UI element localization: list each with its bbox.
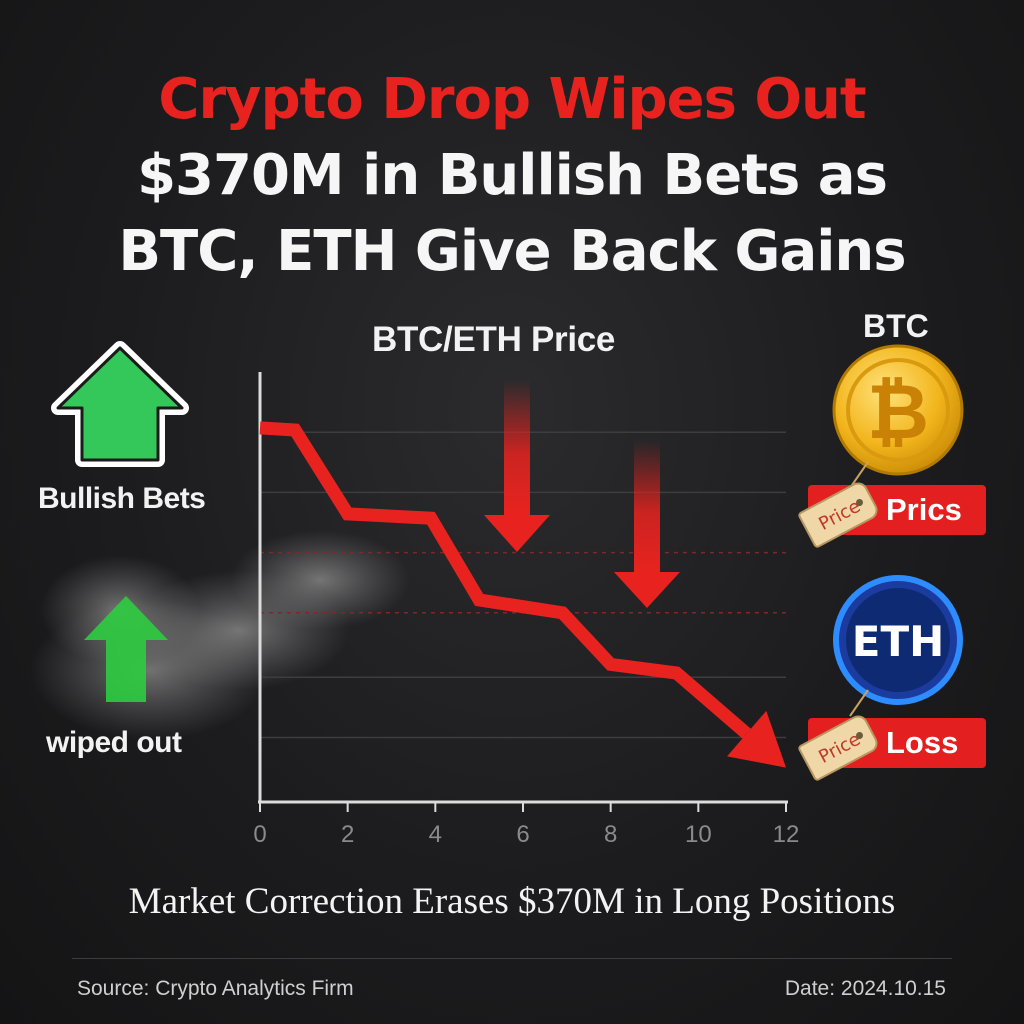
ethereum-symbol: ETH (852, 617, 945, 666)
wiped-out-up-arrow-icon (84, 596, 168, 702)
headline-line-2: $370M in Bullish Bets as (137, 143, 888, 208)
x-tick-label: 10 (685, 821, 712, 848)
footer-divider (72, 958, 952, 959)
headline: Crypto Drop Wipes Out $370M in Bullish B… (0, 62, 1024, 290)
headline-line-1: Crypto Drop Wipes Out (158, 67, 866, 132)
btc-label: BTC (863, 308, 929, 344)
down-arrow-annotation-2 (614, 440, 680, 608)
series-arrowhead (727, 710, 786, 768)
bullish-bets-label: Bullish Bets (38, 482, 206, 515)
wiped-out-label: wiped out (46, 726, 182, 759)
eth-tag-string (849, 689, 869, 717)
x-tick-label: 0 (253, 821, 266, 848)
x-tick-label: 6 (516, 821, 529, 848)
x-tick-label: 4 (429, 821, 442, 848)
series-line (259, 421, 751, 739)
x-tick-label: 2 (341, 821, 354, 848)
ethereum-icon: ETH (833, 575, 963, 705)
x-tick-label: 8 (604, 821, 617, 848)
bullish-bets-up-arrow-icon (51, 341, 189, 467)
bitcoin-icon: ₿ (832, 344, 964, 476)
down-arrow-annotation-1 (484, 380, 550, 552)
series-group (259, 421, 786, 768)
source-label: Source: Crypto Analytics Firm (77, 977, 354, 1000)
x-tick-label: 12 (773, 821, 800, 848)
x-axis-ticks: 0 2 4 6 8 10 12 (253, 802, 799, 848)
smoke-cloud (30, 530, 410, 740)
chart-title: BTC/ETH Price (372, 320, 616, 359)
date-label: Date: 2024.10.15 (784, 977, 946, 1000)
headline-line-3: BTC, ETH Give Back Gains (118, 219, 906, 284)
bitcoin-symbol: ₿ (867, 367, 929, 456)
caption: Market Correction Erases $370M in Long P… (128, 881, 896, 922)
